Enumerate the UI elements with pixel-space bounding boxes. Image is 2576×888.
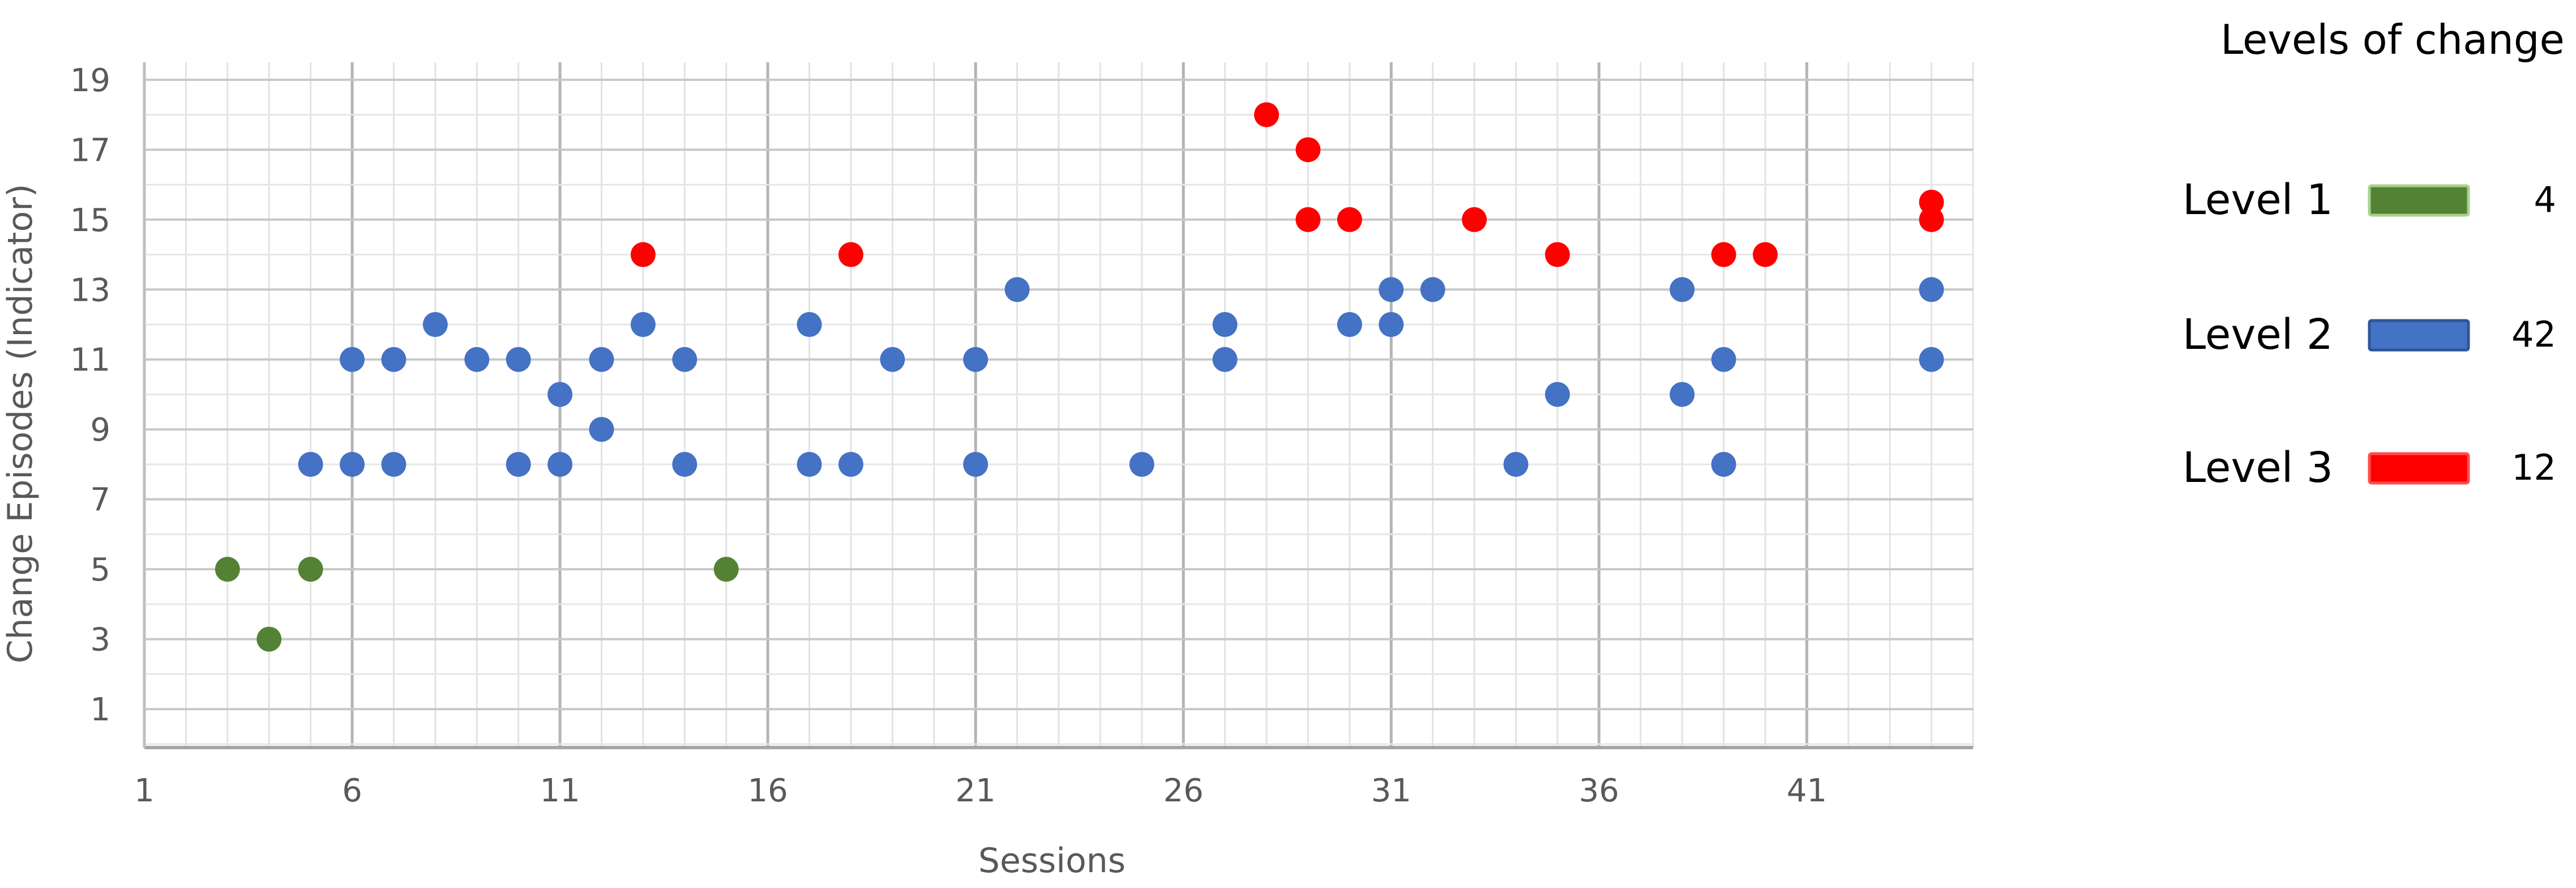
- x-tick-label: 21: [956, 772, 996, 809]
- data-point-level-1: [215, 557, 240, 582]
- data-point-level-2: [1919, 277, 1944, 302]
- y-tick-label: 7: [90, 482, 110, 519]
- legend-label: Level 3: [2183, 443, 2333, 492]
- y-tick-label: 9: [90, 412, 110, 449]
- data-point-level-2: [880, 347, 905, 372]
- legend-label: Level 1: [2183, 176, 2333, 224]
- data-point-level-2: [1379, 312, 1404, 338]
- data-point-level-2: [797, 451, 822, 477]
- data-point-level-3: [1337, 207, 1362, 232]
- x-tick-label: 41: [1787, 772, 1827, 809]
- data-point-level-2: [547, 382, 573, 407]
- data-point-level-2: [464, 347, 490, 372]
- data-point-level-1: [256, 626, 282, 652]
- data-point-level-2: [506, 451, 531, 477]
- data-point-level-2: [1129, 451, 1154, 477]
- y-tick-label: 15: [70, 202, 110, 239]
- data-point-level-3: [1462, 207, 1487, 232]
- data-point-level-3: [1752, 242, 1778, 267]
- data-point-level-2: [589, 417, 614, 442]
- data-point-level-3: [630, 242, 656, 267]
- data-point-level-2: [589, 347, 614, 372]
- data-point-level-2: [963, 347, 989, 372]
- x-tick-label: 1: [134, 772, 155, 809]
- data-point-level-3: [1919, 207, 1944, 232]
- legend-label: Level 2: [2183, 310, 2333, 359]
- data-point-level-3: [1295, 207, 1321, 232]
- data-point-level-2: [506, 347, 531, 372]
- legend-swatch: [2368, 184, 2470, 217]
- legend-count: 12: [2511, 447, 2556, 488]
- legend-item-level-2: Level 2 42: [2183, 310, 2556, 359]
- data-point-level-3: [1254, 102, 1280, 127]
- data-point-level-3: [1711, 242, 1736, 267]
- y-tick-label: 17: [70, 132, 110, 169]
- y-tick-label: 11: [70, 342, 110, 379]
- data-point-level-2: [1337, 312, 1362, 338]
- data-point-level-2: [1670, 382, 1695, 407]
- y-tick-label: 5: [90, 552, 110, 588]
- data-point-level-2: [838, 451, 863, 477]
- data-point-level-2: [298, 451, 323, 477]
- x-tick-label: 26: [1163, 772, 1204, 809]
- data-point-level-2: [381, 347, 406, 372]
- data-point-level-3: [1919, 189, 1944, 215]
- data-point-level-1: [713, 557, 739, 582]
- data-point-level-1: [298, 557, 323, 582]
- data-point-level-2: [963, 451, 989, 477]
- y-tick-label: 1: [90, 691, 110, 728]
- data-point-level-2: [1212, 347, 1238, 372]
- data-point-level-2: [630, 312, 656, 338]
- axes: [143, 62, 1973, 749]
- data-point-level-3: [1295, 137, 1321, 163]
- data-point-level-2: [1544, 382, 1570, 407]
- data-point-level-2: [1420, 277, 1445, 302]
- data-point-level-2: [1379, 277, 1404, 302]
- legend-title: Levels of change: [2220, 16, 2565, 63]
- legend-count: 4: [2534, 179, 2556, 220]
- data-point-level-2: [797, 312, 822, 338]
- y-tick-label: 13: [70, 272, 110, 309]
- data-point-level-2: [340, 347, 365, 372]
- x-axis-title: Sessions: [978, 841, 1126, 881]
- data-point-level-2: [1004, 277, 1030, 302]
- legend-count: 42: [2511, 314, 2556, 355]
- data-point-level-2: [672, 451, 698, 477]
- data-point-level-2: [422, 312, 448, 338]
- grid: [143, 62, 1974, 748]
- data-point-level-2: [381, 451, 406, 477]
- data-point-level-2: [1711, 451, 1736, 477]
- legend-swatch: [2368, 452, 2470, 485]
- y-axis-title: Change Episodes (Indicator): [1, 184, 40, 664]
- y-tick-label: 19: [70, 62, 110, 99]
- legend-items: Level 1 4 Level 2 42 Level 3 12: [2183, 176, 2556, 492]
- data-point-level-3: [1544, 242, 1570, 267]
- data-point-level-2: [1919, 347, 1944, 372]
- data-point-level-2: [547, 451, 573, 477]
- data-point-level-2: [340, 451, 365, 477]
- x-tick-label: 31: [1371, 772, 1411, 809]
- x-tick-label: 6: [342, 772, 362, 809]
- data-points: [215, 102, 1944, 652]
- data-point-level-2: [1503, 451, 1529, 477]
- legend-swatch: [2368, 319, 2470, 352]
- data-point-level-2: [1711, 347, 1736, 372]
- y-tick-label: 3: [90, 622, 110, 659]
- x-tick-label: 11: [540, 772, 580, 809]
- x-tick-label: 36: [1579, 772, 1619, 809]
- data-point-level-2: [672, 347, 698, 372]
- data-point-level-3: [838, 242, 863, 267]
- data-point-level-2: [1212, 312, 1238, 338]
- legend-item-level-3: Level 3 12: [2183, 443, 2556, 492]
- x-tick-label: 16: [748, 772, 788, 809]
- legend-item-level-1: Level 1 4: [2183, 176, 2556, 224]
- data-point-level-2: [1670, 277, 1695, 302]
